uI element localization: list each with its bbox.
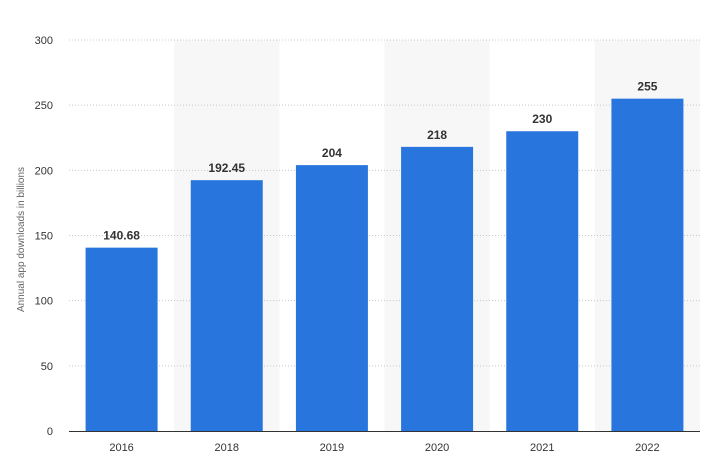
data-label-2019: 204	[322, 146, 342, 160]
data-labels: 140.68 192.45 204 218 230 255	[103, 80, 658, 243]
y-axis-ticks: 0 50 100 150 200 250 300	[35, 35, 53, 438]
y-tick-label: 0	[47, 426, 53, 438]
bar-2018[interactable]	[190, 180, 263, 431]
x-tick-label-2020: 2020	[425, 442, 449, 454]
x-tick-label-2018: 2018	[215, 442, 239, 454]
x-tick-label-2022: 2022	[635, 442, 659, 454]
x-tick-label-2021: 2021	[530, 442, 554, 454]
data-label-2020: 218	[427, 128, 447, 142]
data-label-2021: 230	[532, 112, 552, 126]
y-tick-label: 200	[35, 165, 53, 177]
bar-2022[interactable]	[611, 98, 684, 432]
y-tick-label: 150	[35, 231, 53, 243]
gridlines	[69, 39, 700, 367]
bars	[85, 98, 684, 432]
y-tick-label: 250	[35, 100, 53, 112]
data-label-2022: 255	[637, 80, 657, 94]
bar-2016[interactable]	[85, 247, 158, 431]
y-tick-label: 300	[35, 35, 53, 47]
y-axis-title: Annual app downloads in billions	[16, 167, 27, 312]
bar-2020[interactable]	[401, 146, 474, 431]
x-tick-label-2016: 2016	[109, 442, 133, 454]
data-label-2016: 140.68	[103, 229, 140, 243]
bar-2019[interactable]	[295, 165, 368, 431]
x-axis-labels: 2016 2018 2019 2020 2021 2022	[109, 442, 659, 454]
x-tick-label-2019: 2019	[320, 442, 344, 454]
y-tick-label: 50	[41, 361, 53, 373]
y-tick-label: 100	[35, 296, 53, 308]
data-label-2018: 192.45	[208, 161, 245, 175]
bar-2021[interactable]	[506, 131, 579, 431]
